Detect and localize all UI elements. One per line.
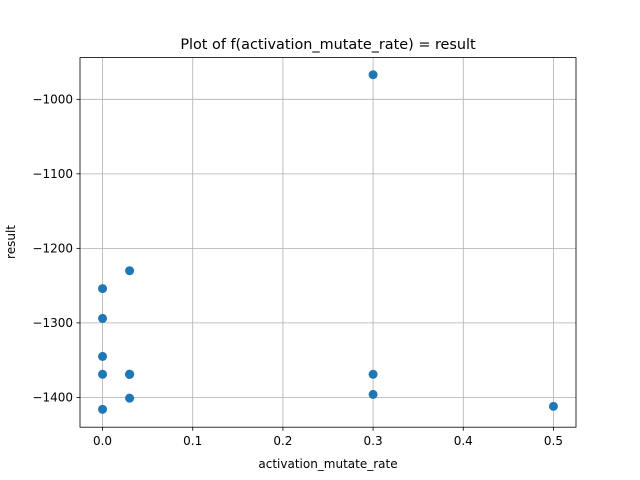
x-tick-label: 0.4 bbox=[454, 434, 473, 448]
y-tick-label: −1400 bbox=[32, 390, 73, 404]
plot-frame bbox=[79, 57, 577, 428]
y-tick-label: −1100 bbox=[32, 167, 73, 181]
point bbox=[368, 389, 378, 399]
y-tick-label: −1000 bbox=[32, 92, 73, 106]
point bbox=[98, 284, 108, 294]
x-tick-label: 0.2 bbox=[273, 434, 292, 448]
point bbox=[368, 369, 378, 379]
point bbox=[548, 401, 558, 411]
point bbox=[125, 369, 135, 379]
x-tick-label: 0.5 bbox=[544, 434, 563, 448]
point bbox=[98, 369, 108, 379]
y-tick-label: −1300 bbox=[32, 316, 73, 330]
x-tick-label: 0.0 bbox=[93, 434, 112, 448]
point bbox=[98, 404, 108, 414]
x-tick-label: 0.3 bbox=[364, 434, 383, 448]
x-axis-label: activation_mutate_rate bbox=[258, 457, 397, 471]
point bbox=[98, 351, 108, 361]
chart-title: Plot of f(activation_mutate_rate) = resu… bbox=[180, 37, 476, 53]
point bbox=[98, 313, 108, 323]
point bbox=[125, 266, 135, 276]
y-tick-label: −1200 bbox=[32, 241, 73, 255]
x-tick-label: 0.1 bbox=[183, 434, 202, 448]
y-axis-label: result bbox=[4, 225, 18, 259]
point bbox=[125, 393, 135, 403]
point bbox=[368, 70, 378, 80]
